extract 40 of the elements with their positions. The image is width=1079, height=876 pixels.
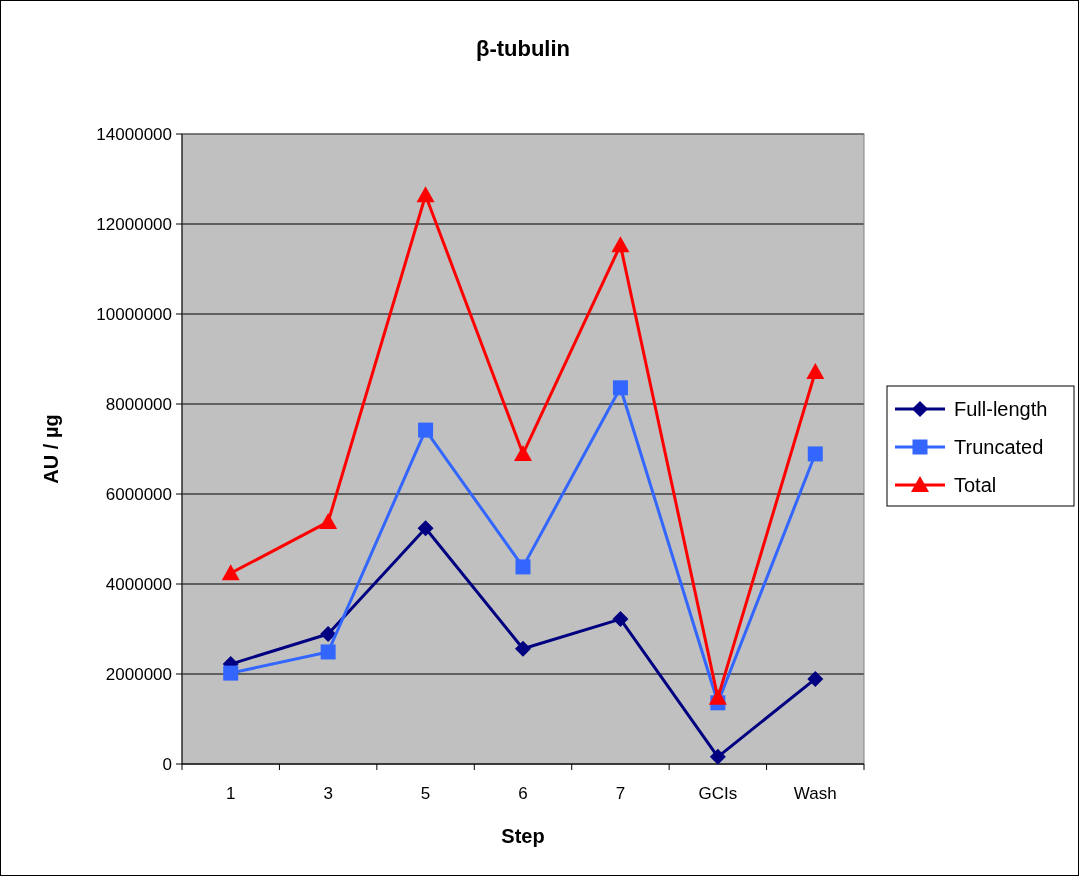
y-tick-label: 12000000: [96, 214, 172, 234]
y-tick-label: 8000000: [105, 394, 172, 414]
legend-label: Full-length: [954, 398, 1048, 420]
y-tick-label: 14000000: [96, 124, 172, 144]
point: [708, 688, 727, 705]
point: [417, 520, 434, 537]
point: [320, 644, 336, 660]
point: [223, 665, 239, 681]
point: [320, 625, 337, 642]
legend-label: Total: [954, 474, 997, 496]
x-tick-label: 6: [518, 784, 528, 803]
point: [221, 564, 240, 581]
x-tick-label: GCIs: [698, 784, 738, 803]
y-tick-label: 10000000: [96, 304, 172, 324]
y-tick-label: 2000000: [105, 664, 172, 684]
y-tick-label: 4000000: [105, 574, 172, 594]
x-tick-label: 5: [420, 784, 431, 803]
point: [806, 363, 825, 380]
point: [515, 559, 531, 575]
chart-title: β-tubulin: [475, 36, 571, 61]
point: [612, 611, 629, 628]
y-tick-label: 6000000: [105, 484, 172, 504]
x-axis-title: Step: [501, 825, 545, 847]
x-tick-label: Wash: [793, 784, 837, 803]
point: [319, 512, 338, 529]
point: [418, 422, 434, 438]
x-tick-label: 1: [225, 784, 236, 803]
point: [515, 640, 531, 657]
point: [612, 380, 628, 396]
point: [709, 748, 726, 765]
point: [611, 236, 630, 253]
point: [514, 444, 532, 461]
point: [807, 446, 823, 462]
x-tick-label: 3: [323, 784, 333, 803]
x-tick-label: 7: [615, 784, 626, 803]
legend-label: Truncated: [954, 436, 1044, 458]
y-tick-label: 0: [162, 754, 172, 774]
y-axis-title: AU / µg: [40, 414, 62, 484]
point: [416, 186, 435, 203]
point: [807, 670, 824, 687]
